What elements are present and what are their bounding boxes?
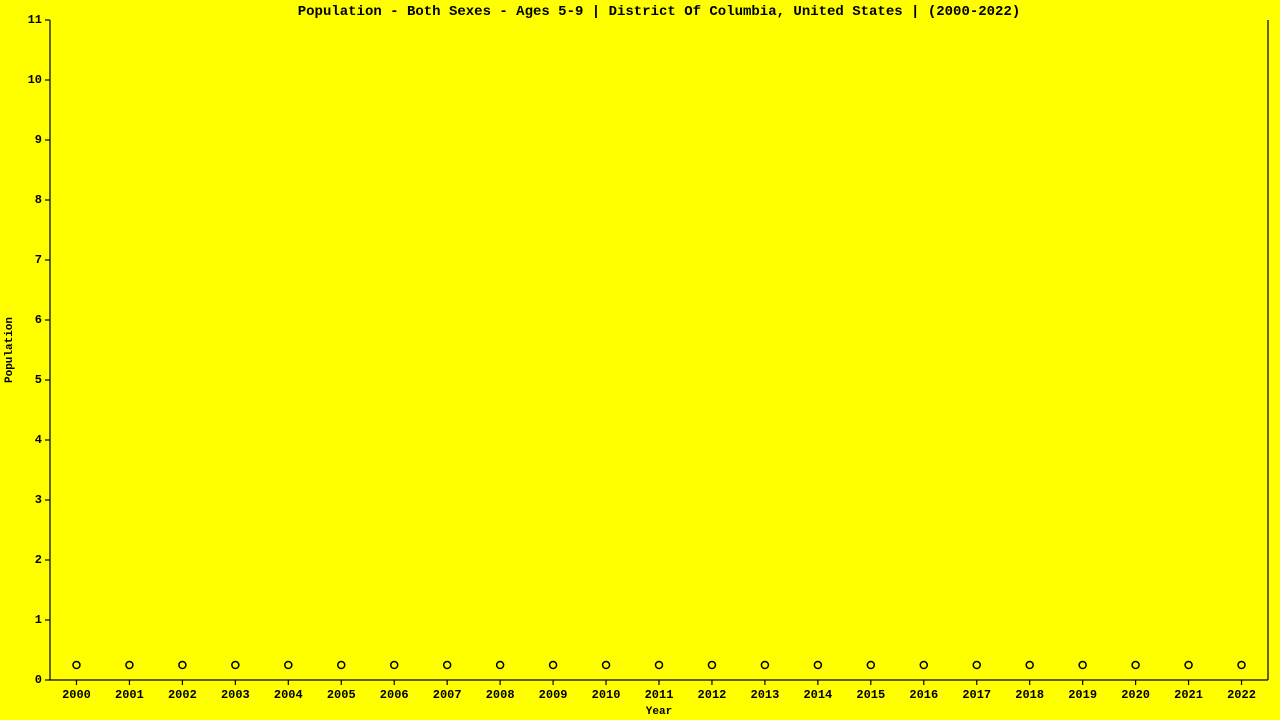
x-tick-label: 2003 [221, 688, 250, 702]
x-tick-label: 2004 [274, 688, 303, 702]
chart-container: 0 1 2 3 4 5 6 7 8 9 10 11 2000 2001 2002 2003 2004 2005 20… [0, 0, 1280, 720]
x-tick-label: 2015 [856, 688, 885, 702]
x-tick-label: 2002 [168, 688, 197, 702]
x-tick-label: 2014 [803, 688, 832, 702]
population-scatter-chart: 0 1 2 3 4 5 6 7 8 9 10 11 2000 2001 2002 2003 2004 2005 20… [0, 0, 1280, 720]
y-tick-label: 2 [35, 553, 42, 567]
x-tick-label: 2010 [592, 688, 621, 702]
x-tick-label: 2007 [433, 688, 462, 702]
x-tick-label: 2012 [698, 688, 727, 702]
y-tick-label: 10 [28, 73, 42, 87]
y-tick-label: 0 [35, 673, 42, 687]
x-tick-label: 2017 [962, 688, 991, 702]
y-tick-label: 11 [28, 13, 42, 27]
x-tick-label: 2009 [539, 688, 568, 702]
y-tick-label: 3 [35, 493, 42, 507]
x-tick-label: 2013 [751, 688, 780, 702]
x-tick-label: 2022 [1227, 688, 1256, 702]
x-tick-label: 2000 [62, 688, 91, 702]
chart-title: Population - Both Sexes - Ages 5-9 | Dis… [298, 4, 1021, 20]
y-tick-label: 6 [35, 313, 42, 327]
x-tick-label: 2021 [1174, 688, 1203, 702]
x-tick-label: 2019 [1068, 688, 1097, 702]
x-axis-label: Year [646, 706, 672, 718]
y-tick-label: 9 [35, 133, 42, 147]
x-tick-label: 2018 [1015, 688, 1044, 702]
plot-area [50, 20, 1268, 680]
y-tick-label: 5 [35, 373, 42, 387]
y-tick-label: 4 [35, 433, 42, 447]
x-tick-label: 2011 [645, 688, 674, 702]
x-tick-label: 2008 [486, 688, 515, 702]
x-tick-label: 2020 [1121, 688, 1150, 702]
x-tick-label: 2005 [327, 688, 356, 702]
y-tick-label: 1 [35, 613, 42, 627]
y-tick-label: 8 [35, 193, 42, 207]
x-tick-label: 2001 [115, 688, 144, 702]
x-tick-label: 2016 [909, 688, 938, 702]
x-tick-label: 2006 [380, 688, 409, 702]
y-axis-label: Population [4, 317, 16, 383]
y-tick-label: 7 [35, 253, 42, 267]
